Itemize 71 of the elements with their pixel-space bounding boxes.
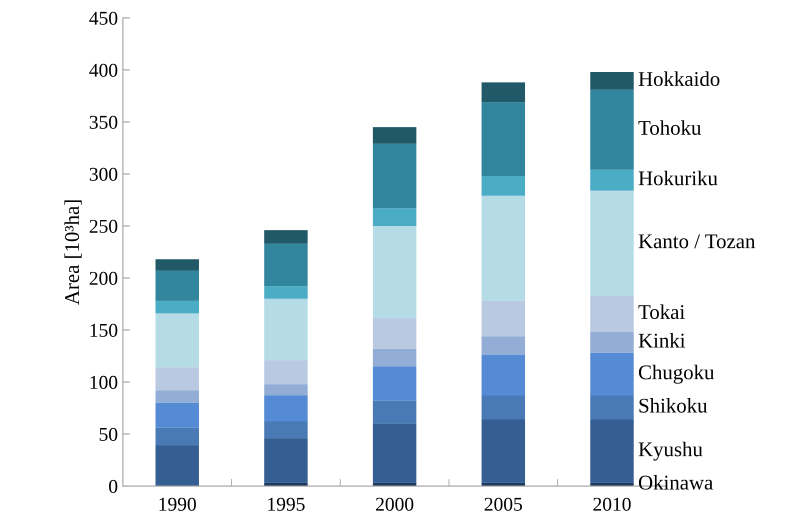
series-label: Chugoku — [638, 364, 714, 384]
bar — [156, 270, 199, 301]
bar — [372, 226, 416, 319]
bar — [156, 313, 199, 368]
y-tick-label: 400 — [89, 64, 118, 77]
bar — [482, 82, 526, 102]
y-tick-label: 0 — [109, 480, 118, 493]
y-tick-label: 50 — [100, 428, 118, 441]
bar — [482, 336, 526, 355]
y-tick-label: 250 — [90, 220, 118, 233]
bar — [372, 348, 416, 366]
x-tick-label: 2005 — [484, 498, 522, 511]
series-label: Tokai — [638, 304, 685, 320]
y-tick-label: 350 — [90, 116, 118, 129]
series-label: Kinki — [638, 333, 686, 348]
bar — [264, 422, 308, 438]
series-label: Hokuriku — [638, 170, 718, 186]
x-tick-label: 1995 — [268, 498, 305, 511]
x-tick-label: 2000 — [376, 498, 414, 511]
bar — [590, 72, 634, 90]
bar — [482, 354, 526, 396]
bar — [264, 384, 308, 396]
series-label: Kanto / Tozan — [638, 234, 756, 248]
series-label: Okinawa — [638, 475, 713, 490]
bar — [264, 438, 308, 483]
bar — [590, 332, 634, 353]
bar — [372, 127, 416, 144]
bar — [372, 208, 416, 226]
bar — [482, 176, 526, 196]
bar — [590, 170, 634, 191]
series-label: Tohoku — [638, 120, 702, 135]
bar — [372, 366, 416, 401]
x-tick-label: 2010 — [593, 498, 631, 511]
bar — [482, 419, 526, 483]
series-label: Hokkaido — [638, 71, 720, 86]
series-label: Shikoku — [639, 398, 708, 413]
bar — [156, 367, 199, 390]
bar — [156, 390, 199, 403]
bar — [156, 300, 199, 314]
series-label: Kyushu — [638, 442, 703, 461]
bar — [482, 300, 526, 336]
y-tick-label: 100 — [90, 376, 118, 389]
y-tick-label: 200 — [90, 272, 118, 285]
bar — [482, 102, 526, 176]
bar — [156, 445, 199, 486]
y-tick-label: 450 — [89, 12, 118, 25]
bar — [156, 402, 199, 428]
bar — [264, 396, 308, 422]
bar — [372, 424, 416, 483]
bar — [372, 400, 416, 424]
bar — [590, 419, 634, 483]
bar — [264, 360, 308, 384]
bar — [590, 296, 634, 332]
bar — [156, 428, 199, 446]
bar — [264, 298, 308, 360]
bar — [264, 244, 308, 286]
bar — [590, 90, 634, 170]
bar — [590, 352, 634, 396]
bar — [482, 396, 526, 420]
y-tick-label: 150 — [90, 324, 118, 337]
bar — [482, 196, 526, 301]
y-axis-title: Area [10³ha] — [64, 200, 82, 305]
bar — [590, 396, 634, 420]
bar — [372, 318, 416, 349]
bar — [264, 286, 308, 299]
bar — [156, 259, 199, 271]
bar — [590, 190, 634, 296]
bar — [372, 144, 416, 208]
y-tick-label: 300 — [90, 168, 118, 181]
x-tick-label: 1990 — [160, 498, 196, 511]
bar — [264, 230, 308, 244]
